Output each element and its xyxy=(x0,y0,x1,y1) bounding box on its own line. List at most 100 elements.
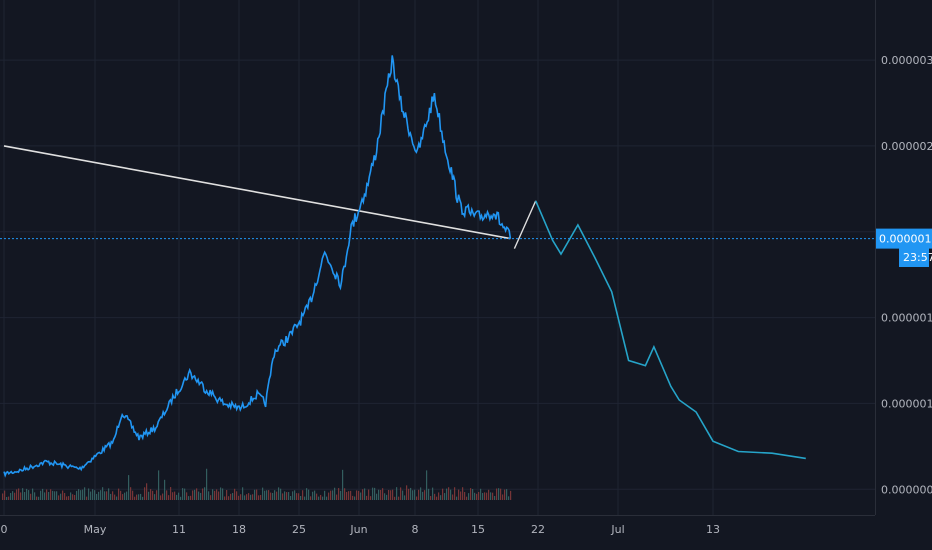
volume-bar xyxy=(172,492,174,500)
volume-bar xyxy=(180,496,182,500)
volume-bar xyxy=(338,488,340,500)
volume-bar xyxy=(470,488,472,500)
volume-bar xyxy=(226,490,228,500)
volume-bar xyxy=(466,496,468,500)
time-axis[interactable]: 0 May 11 18 25 Jun 8 15 22 Jul 13 xyxy=(1,523,721,536)
volume-bar xyxy=(472,488,474,500)
volume-bar xyxy=(304,496,306,500)
volume-bar xyxy=(498,488,500,500)
volume-bar xyxy=(238,495,240,500)
volume-bar xyxy=(438,492,440,500)
volume-bar xyxy=(292,491,294,500)
time-tick-label: 15 xyxy=(471,523,485,536)
volume-bar xyxy=(452,494,454,500)
volume-bar xyxy=(480,488,482,500)
volume-bar xyxy=(228,496,230,500)
volume-bar xyxy=(362,489,364,500)
volume-bar xyxy=(164,479,166,500)
volume-bar xyxy=(18,488,20,500)
volume-bar xyxy=(266,490,268,500)
volume-bar xyxy=(154,494,156,500)
volume-bar xyxy=(464,492,466,500)
volume-bar xyxy=(416,496,418,500)
volume-bar xyxy=(258,495,260,500)
volume-bar xyxy=(484,492,486,500)
volume-bar xyxy=(162,493,164,500)
volume-bar xyxy=(138,494,140,500)
current-price-label: 0.00000196 xyxy=(879,233,932,246)
volume-bar xyxy=(264,490,266,500)
volume-bar xyxy=(298,493,300,500)
volume-bar xyxy=(92,489,94,500)
volume-bar xyxy=(336,494,338,500)
volume-bar xyxy=(342,469,344,500)
volume-bar xyxy=(502,494,504,500)
volume-bar xyxy=(104,491,106,500)
volume-bar xyxy=(386,494,388,500)
volume-bar xyxy=(328,492,330,500)
volume-bar xyxy=(40,490,42,500)
volume-bar xyxy=(198,491,200,500)
volume-bar xyxy=(396,487,398,500)
volume-bar xyxy=(56,491,58,500)
volume-bar xyxy=(14,492,16,500)
volume-bar xyxy=(86,496,88,500)
volume-bar xyxy=(404,495,406,500)
time-tick-label: May xyxy=(84,523,107,536)
volume-bar xyxy=(190,495,192,500)
volume-bar xyxy=(364,488,366,500)
volume-bar xyxy=(78,489,80,500)
time-tick-label: 11 xyxy=(172,523,186,536)
time-tick-label: 22 xyxy=(531,523,545,536)
price-tick-label: 0.00000250 xyxy=(881,140,932,153)
volume-bar xyxy=(446,488,448,500)
price-axis[interactable]: 0.00000300 0.00000250 0.00000150 0.00000100… xyxy=(881,54,932,496)
volume-bar xyxy=(230,493,232,500)
volume-bar xyxy=(208,491,210,500)
volume-bar xyxy=(244,495,246,500)
volume-bar xyxy=(490,492,492,500)
volume-bar xyxy=(372,487,374,500)
volume-bar xyxy=(368,489,370,500)
volume-bar xyxy=(476,493,478,500)
volume-bar xyxy=(344,488,346,500)
volume-bar xyxy=(202,488,204,500)
volume-bar xyxy=(114,494,116,500)
volume-bar xyxy=(64,493,66,500)
volume-bar xyxy=(130,487,132,500)
volume-bar xyxy=(382,488,384,500)
volume-bar xyxy=(248,493,250,500)
trendline[interactable] xyxy=(3,145,511,240)
volume-bar xyxy=(134,496,136,500)
volume-bar xyxy=(76,490,78,500)
volume-bar xyxy=(324,490,326,500)
volume-bar xyxy=(272,492,274,500)
volume-bar xyxy=(492,492,494,500)
volume-bar xyxy=(118,488,120,500)
volume-bar xyxy=(312,491,314,500)
volume-bar xyxy=(444,493,446,500)
price-line xyxy=(3,55,512,478)
volume-bar xyxy=(242,487,244,500)
volume-bar xyxy=(508,496,510,500)
volume-bar xyxy=(356,490,358,500)
volume-bar xyxy=(110,493,112,500)
volume-bar xyxy=(422,491,424,500)
volume-bar xyxy=(474,492,476,500)
volume-bar xyxy=(200,492,202,500)
volume-bar xyxy=(68,496,70,500)
time-tick-label: 18 xyxy=(232,523,246,536)
volume-bar xyxy=(50,489,52,500)
volume-bar xyxy=(44,492,46,500)
volume-bar xyxy=(440,495,442,500)
volume-bar xyxy=(354,496,356,500)
volume-bar xyxy=(212,489,214,500)
volume-bar xyxy=(96,493,98,500)
volume-bar xyxy=(196,488,198,500)
volume-bar xyxy=(124,492,126,500)
volume-bar xyxy=(6,496,8,500)
volume-bar xyxy=(170,487,172,500)
volume-bar xyxy=(408,488,410,500)
volume-bar xyxy=(494,495,496,500)
